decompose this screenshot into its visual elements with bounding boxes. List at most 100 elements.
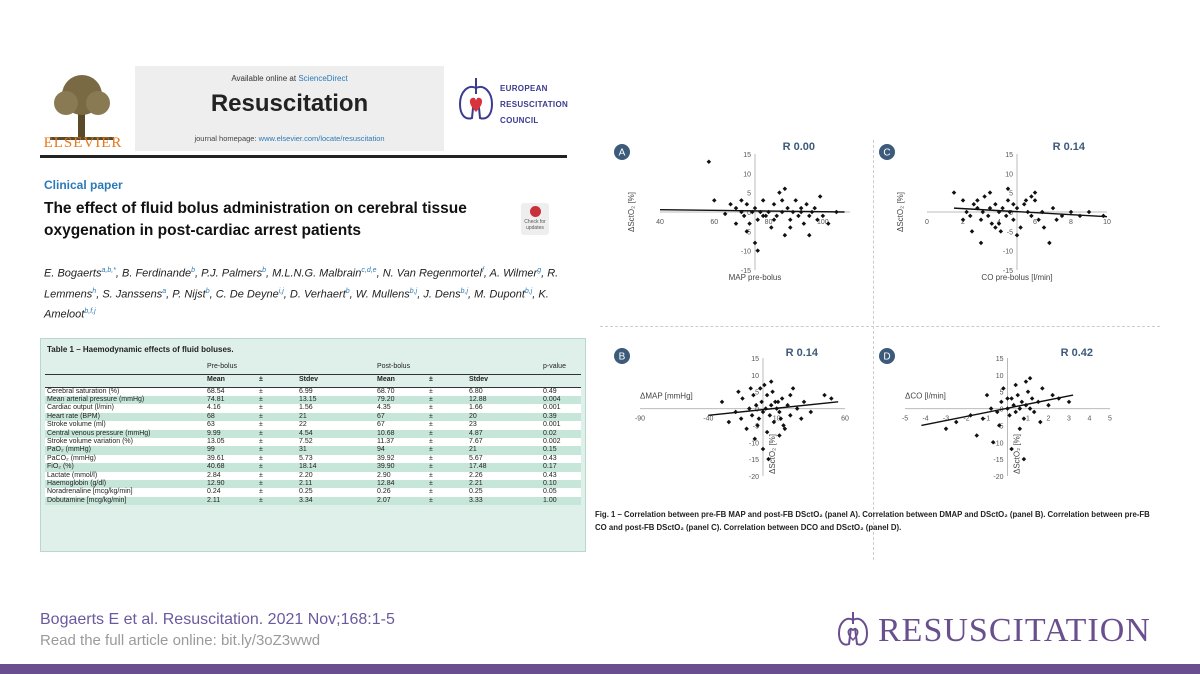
- pvalue-header: p-value: [541, 361, 581, 375]
- data-point: [1032, 198, 1038, 203]
- table-cell: 2.26: [467, 471, 541, 480]
- data-point: [1011, 217, 1016, 222]
- y-tick-label: -15: [1003, 268, 1013, 275]
- table-row: Stroke volume variation (%) 13.05 ±7.52 11.…: [45, 437, 581, 447]
- data-point: [760, 213, 766, 219]
- check-updates-label: Check for updates: [524, 219, 546, 231]
- author-name: M. Dupont: [474, 288, 525, 301]
- author-affiliation[interactable]: g: [537, 267, 542, 274]
- y-tick-label: 10: [996, 373, 1004, 380]
- author-affiliation[interactable]: b: [262, 267, 266, 274]
- data-point: [760, 446, 766, 452]
- data-point: [1036, 217, 1041, 222]
- data-point: [1003, 213, 1009, 219]
- author-affiliation[interactable]: a: [162, 287, 167, 295]
- table-cell: 67: [375, 421, 427, 430]
- data-point: [1054, 217, 1059, 222]
- x-axis-label: CO pre-bolus [l/min]: [981, 273, 1052, 282]
- author-affiliation[interactable]: b,j: [460, 287, 469, 295]
- table-cell: 2.90: [375, 471, 427, 480]
- table-cell: ±: [257, 454, 297, 464]
- post-bolus-header: Post-bolus: [375, 361, 541, 375]
- data-point: [804, 202, 809, 207]
- author-affiliation[interactable]: c,d,e: [361, 267, 377, 274]
- table-cell: 23: [467, 421, 541, 430]
- author-affiliation[interactable]: b: [205, 287, 210, 295]
- sciencedirect-link[interactable]: ScienceDirect: [298, 74, 348, 83]
- table-cell: 21: [467, 446, 541, 455]
- check-for-updates-badge[interactable]: Check for updates: [521, 203, 549, 235]
- table-cell: 39.61: [205, 454, 257, 464]
- read-more-link[interactable]: Read the full article online: bit.ly/3oZ…: [40, 632, 321, 649]
- author-affiliation[interactable]: b,j: [409, 287, 418, 295]
- data-point: [747, 406, 752, 411]
- availability-prefix: Available online at: [231, 74, 299, 83]
- table-cell: 79.20: [375, 395, 427, 405]
- data-point: [788, 413, 793, 418]
- data-point: [770, 389, 775, 394]
- homepage-prefix: journal homepage:: [194, 134, 259, 143]
- table-row: Cardiac output (l/min) 4.16 ±1.56 4.35 ±1.66…: [45, 404, 581, 413]
- data-point: [755, 248, 760, 253]
- data-point: [798, 205, 804, 211]
- data-point: [779, 209, 785, 215]
- trend-line: [921, 394, 1074, 427]
- data-point: [752, 205, 758, 211]
- author-affiliation[interactable]: f: [481, 267, 484, 274]
- author-name: N. Van Regenmortel: [382, 267, 482, 280]
- data-point: [760, 409, 766, 415]
- table-cell: 0.26: [375, 488, 427, 497]
- table-cell: 3.34: [297, 496, 375, 506]
- table-cell: 4.16: [205, 404, 257, 413]
- author-affiliation[interactable]: b: [345, 287, 350, 295]
- data-point: [736, 389, 741, 394]
- data-point: [1019, 399, 1025, 405]
- row-label: Cardiac output (l/min): [45, 404, 205, 413]
- row-label: Heart rate (BPM): [45, 412, 205, 422]
- homepage-link[interactable]: www.elsevier.com/locate/resuscitation: [258, 134, 385, 143]
- data-point: [808, 409, 814, 415]
- table-cell: 0.43: [541, 454, 581, 464]
- table-cell: 68.54: [205, 387, 257, 396]
- table-cell: 0.10: [541, 479, 581, 489]
- y-tick-label: -5: [753, 423, 759, 430]
- author-list: E. Bogaertsa,b,*, B. Ferdinandeb, P.J. P…: [44, 267, 559, 321]
- data-point: [768, 402, 774, 408]
- table-cell: ±: [427, 488, 467, 497]
- author-affiliation[interactable]: a,b,*: [101, 267, 116, 274]
- author-affiliation[interactable]: h: [92, 287, 97, 295]
- table-row: Haemoglobin (g/dl) 12.90 ±2.11 12.84 ±2.21 0.…: [45, 479, 581, 489]
- table-row: Heart rate (BPM) 68 ±21 67 ±20 0.39: [45, 412, 581, 422]
- table-cell: 31: [297, 446, 375, 455]
- data-point: [971, 202, 977, 207]
- author-affiliation[interactable]: b: [191, 267, 196, 274]
- table-cell: 0.25: [297, 488, 375, 497]
- data-point: [801, 399, 807, 405]
- erc-lungs-heart-icon: [458, 78, 494, 120]
- data-point: [1068, 209, 1074, 215]
- table-cell: 67: [375, 412, 427, 422]
- author-affiliation[interactable]: b,j: [524, 287, 533, 295]
- table-cell: 39.92: [375, 454, 427, 464]
- table-cell: ±: [427, 412, 467, 422]
- y-tick-label: 5: [1000, 390, 1004, 397]
- table-row: Mean arterial pressure (mmHg) 74.81 ±13.15…: [45, 395, 581, 405]
- data-point: [1041, 225, 1047, 230]
- data-point: [1027, 375, 1033, 381]
- table-cell: 0.17: [541, 463, 581, 472]
- data-point: [1005, 198, 1011, 203]
- y-tick-label: -15: [993, 457, 1003, 464]
- y-tick-label: -10: [741, 249, 751, 256]
- panel-badge: [614, 348, 630, 364]
- x-tick-label: -2: [963, 416, 969, 423]
- table-cell: 9.99: [205, 429, 257, 438]
- data-point: [1031, 409, 1037, 415]
- panel-c-chart: CR 0.14-15-10-50510150246810ΔSctO₂ [%]CO…: [879, 141, 1111, 282]
- author-affiliation[interactable]: b,f,j: [84, 308, 96, 316]
- column-header: ±: [257, 374, 297, 388]
- column-header: Mean: [205, 374, 257, 388]
- data-point: [744, 426, 749, 432]
- row-label: Dobutamine [mcg/kg/min]: [45, 496, 205, 506]
- haemodynamic-table: Pre-bolus Post-bolus p-value Mean ± Stdev M…: [45, 361, 581, 506]
- author-affiliation[interactable]: i,j: [278, 287, 284, 295]
